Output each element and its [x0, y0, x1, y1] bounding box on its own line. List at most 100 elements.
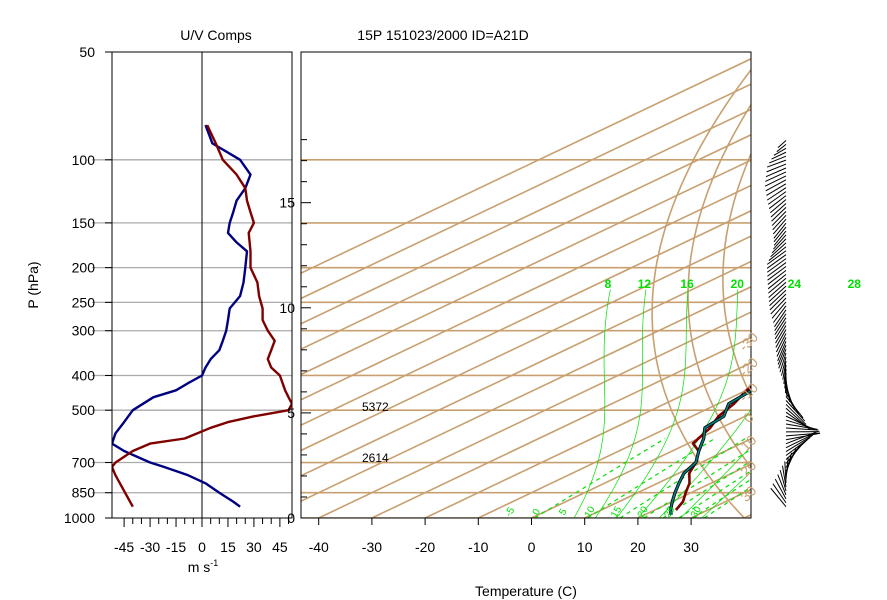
uv-x-axis-unit: m s: [188, 559, 211, 575]
skewt-profiles: [668, 385, 751, 516]
wind-barb: [772, 214, 787, 231]
temperature-tick-label: 30: [683, 539, 699, 555]
wind-barb: [767, 266, 787, 281]
wind-barb: [770, 242, 787, 258]
isotherm: [318, 311, 751, 518]
mixing-ratio-line: [534, 437, 666, 518]
wind-barb: [769, 155, 787, 164]
uv-series: [112, 124, 292, 508]
mixing-ratio-label: 8: [605, 277, 612, 291]
wind-barb: [769, 199, 787, 214]
wind-barb: [773, 230, 787, 246]
isotherm: [301, 159, 751, 376]
wind-barb: [777, 140, 787, 148]
mixing-ratio-line: [619, 437, 746, 518]
dewpoint-line: [669, 389, 751, 515]
wind-barb: [774, 478, 787, 500]
wind-barb: [774, 317, 787, 335]
wind-barb: [765, 171, 787, 182]
isotherm: [301, 235, 751, 452]
isotherm-bottom-label: 0: [531, 507, 544, 518]
wind-barb: [783, 364, 787, 384]
uv-x-tick-label: -30: [140, 539, 160, 555]
skewt-x-ticks: -40 -30 -20 -10 0 10 20 30: [309, 518, 699, 555]
isotherm-bottom-label: 15: [609, 504, 624, 520]
dry-adiabat: [722, 152, 751, 398]
wind-barb: [766, 159, 787, 168]
temperature-tick-label: 10: [577, 539, 593, 555]
uv-x-tick-label: 15: [220, 539, 236, 555]
wind-barb: [775, 325, 787, 344]
wind-barb: [785, 434, 813, 453]
moist-adiabat: [573, 289, 611, 518]
isotherm: [301, 260, 751, 477]
skewt-title: 15P 151023/2000 ID=A21D: [357, 27, 528, 43]
wind-barb: [765, 167, 787, 178]
temperature-tick-label: -20: [415, 539, 435, 555]
isotherm-bottom-label: 5: [557, 507, 570, 518]
u-component-line: [112, 124, 252, 508]
isotherm-right-label: -30: [735, 329, 761, 355]
uv-y-axis-label: P (hPa): [25, 261, 41, 308]
wind-barb: [777, 474, 787, 496]
uv-pressure-label: 500: [72, 402, 96, 418]
isotherm: [301, 209, 751, 426]
wind-barb: [766, 258, 787, 273]
wind-barb: [781, 465, 787, 488]
uv-x-tick-label: -15: [166, 539, 186, 555]
temperature-tick-label: -30: [362, 539, 382, 555]
v-component-line: [112, 124, 292, 508]
wind-barb: [774, 321, 787, 340]
wind-barb: [785, 403, 807, 425]
uv-pressure-label: 1000: [64, 510, 95, 526]
wind-barb: [785, 432, 820, 437]
wind-barb: [779, 469, 787, 492]
wind-barb: [781, 356, 787, 376]
wind-barb: [774, 313, 787, 332]
moist-adiabat: [616, 289, 689, 518]
wind-barb: [777, 341, 787, 362]
wind-barb: [785, 407, 809, 428]
dry-adiabat: [790, 38, 887, 526]
uv-x-axis-exponent: -1: [210, 558, 218, 568]
wind-barb: [773, 226, 787, 243]
uv-pressure-label: 100: [72, 152, 96, 168]
wind-barb: [772, 483, 787, 504]
height-km-label: 10: [279, 300, 295, 316]
uv-pressure-label: 150: [72, 215, 96, 231]
uv-x-tick-label: 0: [198, 539, 206, 555]
wind-barb: [775, 333, 787, 353]
wind-barb: [768, 195, 787, 209]
wind-barb: [771, 151, 787, 160]
wind-barb: [771, 210, 787, 226]
annotation-5372: 5372: [362, 400, 389, 414]
moist-adiabat: [637, 289, 739, 518]
mixing-ratio-line: [692, 478, 751, 518]
annotation-2614: 2614: [362, 451, 389, 465]
wind-barb: [770, 203, 787, 218]
wind-barb: [771, 238, 787, 254]
isotherm-right-label: -10: [735, 379, 761, 405]
isotherm: [301, 184, 751, 401]
isotherm-bottom-label: 10: [583, 504, 598, 520]
skewt-mixing-ratio: [534, 289, 751, 518]
isotherm: [301, 285, 751, 502]
wind-barb: [766, 163, 787, 173]
temperature-tick-label: 20: [630, 539, 646, 555]
wind-barb: [768, 281, 787, 298]
isotherm: [301, 57, 751, 274]
dry-adiabat: [883, 38, 887, 526]
wind-barbs: [764, 140, 821, 508]
uv-x-ticks: -45 -30 -15 0 15 30 45: [114, 518, 290, 555]
dry-adiabat: [651, 68, 751, 518]
isotherm: [798, 52, 887, 518]
wind-barb: [774, 309, 787, 328]
isotherm: [477, 387, 751, 518]
isotherm: [743, 513, 751, 518]
uv-x-axis-label: m s-1: [188, 558, 219, 575]
mixing-ratio-line: [587, 437, 716, 518]
wind-barb: [771, 301, 787, 319]
uv-pressure-ticks: 50 100 150 200 250 300 400 500 700 850 1000: [64, 44, 112, 526]
